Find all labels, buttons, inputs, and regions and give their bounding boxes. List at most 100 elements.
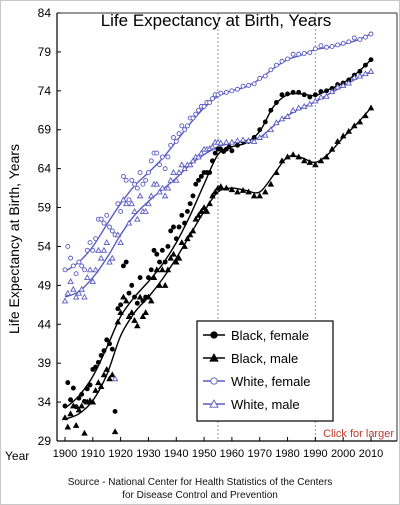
x-tick-label-1970: 1970	[247, 448, 271, 460]
point-white-male-1994	[323, 92, 330, 99]
point-black-female-1905	[76, 395, 82, 401]
point-white-female-1988	[307, 50, 313, 56]
point-white-male-1998	[334, 83, 341, 90]
point-white-male-1912	[95, 246, 102, 253]
point-white-male-2000	[339, 81, 347, 88]
point-black-male-1953	[209, 192, 216, 199]
point-white-female-2008	[362, 34, 368, 40]
point-black-female-1908	[84, 386, 90, 392]
y-tick-label-64: 64	[38, 162, 52, 176]
point-white-female-1928	[140, 181, 146, 187]
point-black-male-1960	[228, 186, 236, 193]
x-axis-label: Year	[5, 449, 29, 463]
point-white-female-1968	[251, 81, 257, 87]
point-white-male-1946	[189, 157, 197, 164]
point-white-male-1915	[103, 239, 110, 246]
point-black-male-1990	[312, 161, 319, 168]
point-white-male-2002	[345, 79, 353, 86]
point-white-male-1926	[134, 215, 141, 222]
point-white-male-1996	[328, 88, 336, 95]
point-white-female-1904	[73, 271, 79, 277]
point-white-male-1938	[167, 176, 174, 183]
point-white-male-1906	[78, 285, 85, 292]
point-white-female-1958	[223, 89, 229, 95]
point-black-male-1907	[81, 429, 88, 436]
point-black-female-1972	[262, 119, 268, 125]
point-black-male-1916	[106, 375, 113, 382]
point-black-male-1940	[173, 258, 180, 265]
point-white-female-1974	[268, 67, 274, 73]
point-white-female-1926	[134, 185, 140, 191]
point-black-male-1932	[150, 274, 158, 281]
point-black-female-1935	[159, 247, 165, 253]
point-white-male-1934	[156, 188, 163, 195]
legend: Black, female Black, male White, female Whi…	[196, 320, 334, 422]
y-tick-label-54: 54	[38, 239, 52, 253]
point-white-female-1956	[218, 90, 224, 96]
point-black-male-1936	[161, 281, 169, 288]
click-for-larger-link[interactable]: Click for larger	[323, 428, 394, 440]
trend-line-black-female	[64, 59, 372, 409]
point-black-female-1931	[148, 267, 154, 273]
point-white-male-1933	[153, 180, 161, 187]
point-black-female-1954	[212, 150, 218, 156]
point-black-female-1984	[296, 89, 302, 95]
point-black-female-1900	[62, 403, 68, 409]
point-white-male-2010	[367, 67, 375, 74]
point-black-female-1924	[129, 282, 135, 288]
x-tick-label-1910: 1910	[81, 448, 105, 460]
y-tick-label-39: 39	[38, 356, 52, 370]
point-white-male-1902	[67, 278, 74, 284]
point-black-male-1945	[186, 231, 194, 238]
point-white-female-1930	[146, 170, 151, 175]
chart-title: Life Expectancy at Birth, Years	[101, 11, 332, 30]
point-black-male-1918	[111, 428, 119, 435]
point-black-male-1902	[67, 410, 74, 417]
point-white-male-1992	[317, 93, 325, 100]
point-white-female-1941	[176, 131, 182, 137]
point-black-female-1934	[157, 259, 163, 265]
point-black-female-1937	[165, 244, 171, 249]
point-black-female-1906	[79, 391, 85, 397]
point-white-female-1948	[196, 107, 201, 113]
point-white-female-1943	[182, 127, 188, 133]
point-black-male-1974	[267, 180, 275, 187]
point-white-female-1960	[229, 88, 235, 94]
point-black-female-1962	[235, 142, 240, 148]
point-white-male-1988	[306, 100, 314, 107]
point-black-female-1922	[123, 259, 129, 265]
point-black-female-1926	[134, 300, 140, 306]
point-white-female-2000	[340, 40, 346, 46]
point-black-male-1988	[306, 158, 314, 165]
point-white-male-1921	[120, 196, 127, 203]
point-black-male-1944	[184, 235, 191, 242]
point-white-female-1909	[87, 240, 93, 246]
point-black-male-1930	[145, 293, 152, 300]
point-black-female-1915	[104, 337, 110, 343]
chart-svg: Life Expectancy at Birth, Years Life Exp…	[5, 6, 398, 463]
point-black-male-1996	[328, 145, 336, 152]
point-white-female-1940	[173, 138, 179, 144]
point-white-male-1956	[217, 139, 225, 146]
point-black-male-1952	[206, 200, 213, 207]
point-white-female-1966	[246, 82, 252, 88]
point-black-male-1924	[128, 309, 136, 316]
point-black-male-1931	[147, 297, 155, 304]
point-white-male-2008	[362, 70, 369, 77]
point-white-male-1923	[125, 219, 133, 226]
point-black-male-2006	[356, 118, 364, 125]
point-black-female-1976	[273, 100, 279, 105]
point-black-female-1921	[120, 263, 126, 269]
point-white-female-1922	[123, 177, 129, 183]
point-black-male-1913	[97, 383, 105, 389]
point-white-male-1976	[273, 119, 280, 126]
x-tick-label-1960: 1960	[220, 448, 244, 460]
point-black-female-1959	[226, 144, 232, 150]
x-tick-label-2000: 2000	[331, 448, 355, 460]
point-black-female-1994	[324, 88, 329, 94]
point-white-male-1941	[175, 169, 183, 175]
point-black-female-1903	[70, 385, 76, 391]
point-white-female-1939	[171, 135, 176, 140]
point-black-female-2008	[362, 62, 368, 68]
legend-label-white-male: White, male	[231, 397, 300, 412]
